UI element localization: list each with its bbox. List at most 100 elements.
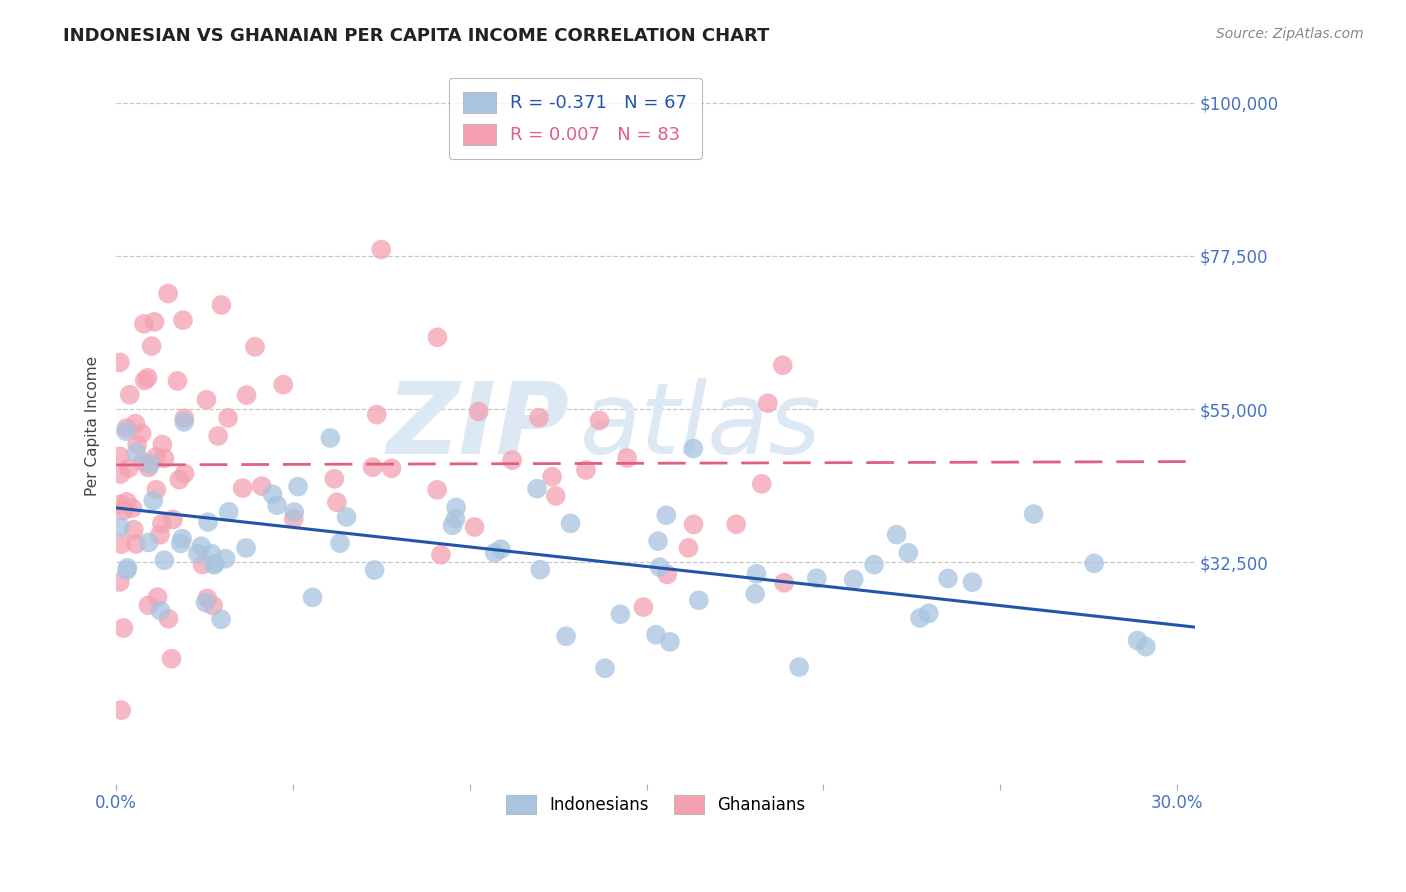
Ghanaians xyxy=(361,460,384,475)
Ghanaians xyxy=(467,404,489,418)
Indonesians xyxy=(609,607,631,622)
Ghanaians xyxy=(326,495,349,509)
Ghanaians xyxy=(146,590,169,604)
Ghanaians xyxy=(149,528,172,542)
Ghanaians xyxy=(195,591,218,606)
Indonesians xyxy=(218,505,240,519)
Indonesians xyxy=(688,593,710,607)
Ghanaians xyxy=(682,517,704,532)
Ghanaians xyxy=(110,703,132,717)
Ghanaians xyxy=(108,575,131,590)
Ghanaians xyxy=(115,421,138,435)
Ghanaians xyxy=(124,417,146,431)
Indonesians xyxy=(335,510,357,524)
Indonesians xyxy=(266,498,288,512)
Ghanaians xyxy=(370,243,392,257)
Indonesians xyxy=(655,508,678,523)
Indonesians xyxy=(842,573,865,587)
Ghanaians xyxy=(430,548,453,562)
Ghanaians xyxy=(678,541,700,555)
Ghanaians xyxy=(132,317,155,331)
Indonesians xyxy=(235,541,257,555)
Indonesians xyxy=(744,587,766,601)
Indonesians xyxy=(648,560,671,574)
Ghanaians xyxy=(121,501,143,516)
Indonesians xyxy=(526,482,548,496)
Ghanaians xyxy=(131,426,153,441)
Indonesians xyxy=(787,660,810,674)
Ghanaians xyxy=(136,371,159,385)
Ghanaians xyxy=(191,558,214,572)
Indonesians xyxy=(962,575,984,590)
Indonesians xyxy=(1135,640,1157,654)
Text: atlas: atlas xyxy=(579,377,821,475)
Ghanaians xyxy=(725,517,748,532)
Ghanaians xyxy=(323,472,346,486)
Ghanaians xyxy=(173,411,195,425)
Indonesians xyxy=(918,607,941,621)
Indonesians xyxy=(125,445,148,459)
Ghanaians xyxy=(207,429,229,443)
Ghanaians xyxy=(541,469,564,483)
Ghanaians xyxy=(616,451,638,466)
Indonesians xyxy=(745,566,768,581)
Ghanaians xyxy=(141,339,163,353)
Ghanaians xyxy=(243,340,266,354)
Indonesians xyxy=(329,536,352,550)
Ghanaians xyxy=(464,520,486,534)
Ghanaians xyxy=(166,374,188,388)
Indonesians xyxy=(204,557,226,571)
Ghanaians xyxy=(426,483,449,497)
Indonesians xyxy=(197,515,219,529)
Indonesians xyxy=(886,527,908,541)
Indonesians xyxy=(484,546,506,560)
Ghanaians xyxy=(112,621,135,635)
Ghanaians xyxy=(575,463,598,477)
Ghanaians xyxy=(127,437,149,451)
Indonesians xyxy=(139,457,162,471)
Indonesians xyxy=(190,539,212,553)
Ghanaians xyxy=(232,481,254,495)
Ghanaians xyxy=(157,612,180,626)
Ghanaians xyxy=(633,600,655,615)
Indonesians xyxy=(201,547,224,561)
Indonesians xyxy=(555,629,578,643)
Ghanaians xyxy=(366,408,388,422)
Indonesians xyxy=(287,480,309,494)
Ghanaians xyxy=(751,476,773,491)
Ghanaians xyxy=(250,479,273,493)
Ghanaians xyxy=(108,498,131,512)
Ghanaians xyxy=(172,313,194,327)
Ghanaians xyxy=(132,455,155,469)
Ghanaians xyxy=(150,437,173,451)
Indonesians xyxy=(187,547,209,561)
Ghanaians xyxy=(145,483,167,497)
Ghanaians xyxy=(426,330,449,344)
Indonesians xyxy=(806,571,828,585)
Indonesians xyxy=(1126,633,1149,648)
Ghanaians xyxy=(235,388,257,402)
Ghanaians xyxy=(501,453,523,467)
Text: INDONESIAN VS GHANAIAN PER CAPITA INCOME CORRELATION CHART: INDONESIAN VS GHANAIAN PER CAPITA INCOME… xyxy=(63,27,769,45)
Ghanaians xyxy=(138,599,160,613)
Indonesians xyxy=(1083,557,1105,571)
Indonesians xyxy=(283,505,305,519)
Ghanaians xyxy=(115,495,138,509)
Indonesians xyxy=(170,536,193,550)
Ghanaians xyxy=(271,377,294,392)
Indonesians xyxy=(863,558,886,572)
Indonesians xyxy=(108,520,131,534)
Indonesians xyxy=(149,603,172,617)
Indonesians xyxy=(142,493,165,508)
Indonesians xyxy=(194,595,217,609)
Ghanaians xyxy=(145,450,167,464)
Indonesians xyxy=(153,553,176,567)
Indonesians xyxy=(301,591,323,605)
Ghanaians xyxy=(544,489,567,503)
Ghanaians xyxy=(122,523,145,537)
Ghanaians xyxy=(380,461,402,475)
Indonesians xyxy=(1022,507,1045,521)
Indonesians xyxy=(117,561,139,575)
Ghanaians xyxy=(112,503,135,517)
Ghanaians xyxy=(138,460,160,475)
